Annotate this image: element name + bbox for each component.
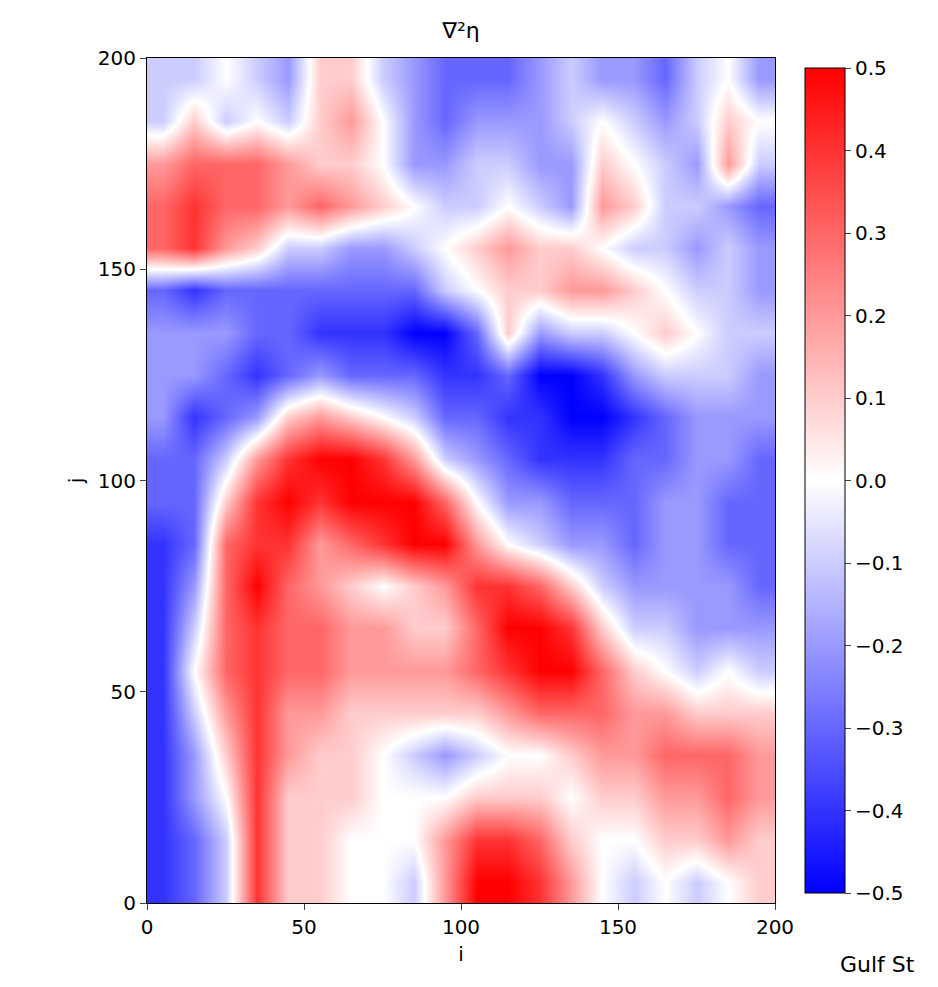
svg-text:0.0: 0.0 (855, 469, 887, 493)
svg-text:50: 50 (291, 915, 316, 939)
svg-text:0.3: 0.3 (855, 221, 887, 245)
svg-text:−0.5: −0.5 (855, 881, 904, 905)
svg-text:Gulf St: Gulf St (840, 952, 915, 977)
svg-text:50: 50 (111, 680, 136, 704)
svg-text:∇²η: ∇²η (441, 18, 479, 43)
svg-text:200: 200 (756, 915, 794, 939)
svg-text:0.5: 0.5 (855, 56, 887, 80)
svg-text:100: 100 (98, 469, 136, 493)
svg-text:0.1: 0.1 (855, 386, 887, 410)
svg-text:0.4: 0.4 (855, 139, 887, 163)
svg-text:0.2: 0.2 (855, 304, 887, 328)
svg-text:0: 0 (123, 891, 136, 915)
svg-text:i: i (458, 942, 464, 966)
svg-text:0: 0 (141, 915, 154, 939)
svg-text:−0.3: −0.3 (855, 716, 904, 740)
svg-text:−0.1: −0.1 (855, 551, 904, 575)
svg-text:150: 150 (599, 915, 637, 939)
svg-text:−0.4: −0.4 (855, 799, 904, 823)
svg-text:j: j (64, 478, 88, 485)
svg-text:200: 200 (98, 46, 136, 70)
svg-text:100: 100 (442, 915, 480, 939)
svg-text:−0.2: −0.2 (855, 634, 904, 658)
svg-text:150: 150 (98, 257, 136, 281)
